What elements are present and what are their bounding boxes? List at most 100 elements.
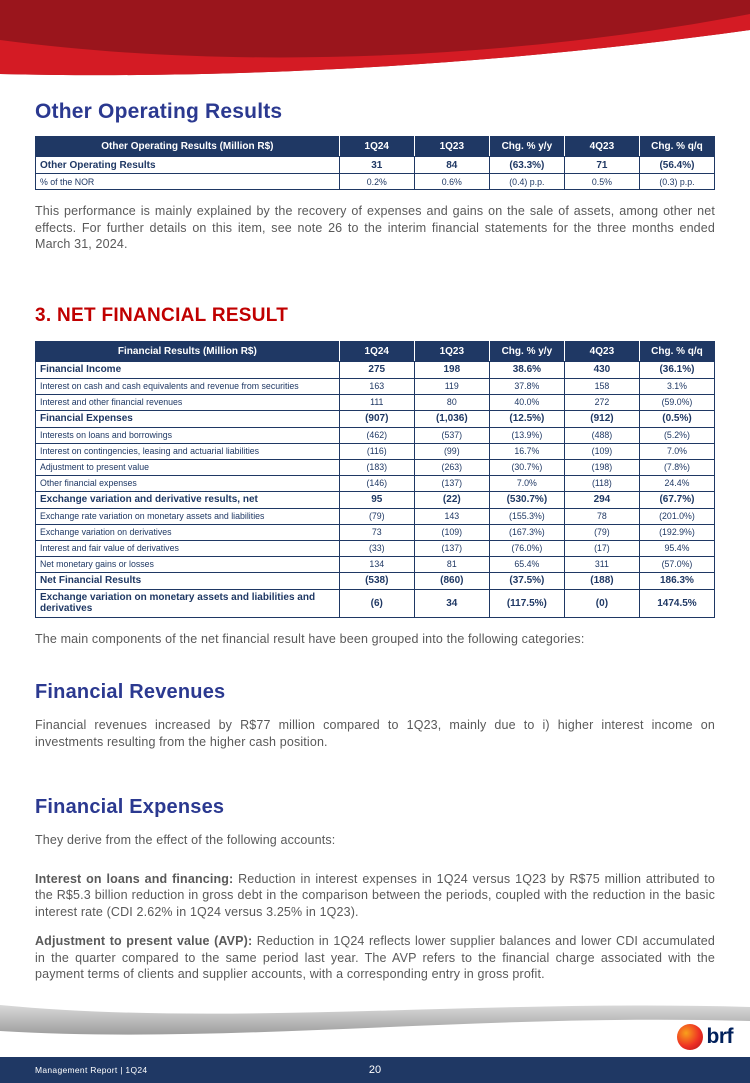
cell-value: (1,036)	[413, 409, 490, 428]
cell-value: (67.7%)	[638, 490, 716, 509]
section-heading-financial-revenues: Financial Revenues	[35, 681, 226, 703]
cell-value: 95	[338, 490, 415, 509]
cell-value: 294	[563, 490, 640, 509]
paragraph-text-interest-on-loans: Reduction in interest expenses in 1Q24 v…	[35, 871, 715, 919]
cell-value: (63.3%)	[488, 156, 565, 174]
footer-bar: Management Report | 1Q24 20	[0, 1057, 750, 1083]
cell-value: (76.0%)	[488, 539, 565, 557]
section-heading-financial-expenses: Financial Expenses	[35, 796, 225, 818]
section-heading-net-financial-result: 3. NET FINANCIAL RESULT	[35, 304, 289, 326]
column-header: 1Q23	[413, 340, 490, 362]
paragraph-main-components: The main components of the net financial…	[35, 631, 585, 646]
cell-value: (167.3%)	[488, 523, 565, 541]
table-row: Financial Income 275 198 38.6% 430 (36.1%)	[35, 360, 716, 379]
row-label: Net Financial Results	[35, 571, 340, 590]
cell-value: (13.9%)	[488, 426, 565, 444]
cell-value: (198)	[563, 458, 640, 476]
paragraph-interest-on-loans: Interest on loans and financing: Reducti…	[35, 871, 715, 921]
cell-value: 143	[413, 507, 490, 525]
cell-value: (116)	[338, 442, 415, 460]
paragraph-avp: Adjustment to present value (AVP): Reduc…	[35, 933, 715, 983]
cell-value: (912)	[563, 409, 640, 428]
cell-value: 31	[338, 156, 415, 174]
cell-value: 0.2%	[338, 173, 415, 190]
cell-value: (155.3%)	[488, 507, 565, 525]
cell-value: 65.4%	[488, 555, 565, 573]
cell-value: 111	[338, 393, 415, 411]
cell-value: 163	[338, 377, 415, 395]
row-label: Adjustment to present value	[35, 458, 340, 476]
cell-value: (146)	[338, 474, 415, 492]
cell-value: 430	[563, 360, 640, 379]
cell-value: (56.4%)	[638, 156, 716, 174]
column-header: 4Q23	[563, 340, 640, 362]
table-row: Net Financial Results (538) (860) (37.5%) (1…	[35, 571, 716, 590]
cell-value: 272	[563, 393, 640, 411]
cell-value: 37.8%	[488, 377, 565, 395]
cell-value: (488)	[563, 426, 640, 444]
column-header: Financial Results (Million R$)	[35, 340, 340, 362]
row-label: Financial Expenses	[35, 409, 340, 428]
cell-value: 0.6%	[413, 173, 490, 190]
cell-value: (860)	[413, 571, 490, 590]
table-row: Interest and fair value of derivatives (3…	[35, 539, 716, 557]
cell-value: (79)	[563, 523, 640, 541]
cell-value: (530.7%)	[488, 490, 565, 509]
cell-value: (17)	[563, 539, 640, 557]
row-label: Interests on loans and borrowings	[35, 426, 340, 444]
cell-value: 186.3%	[638, 571, 716, 590]
cell-value: 78	[563, 507, 640, 525]
paragraph-other-operating: This performance is mainly explained by …	[35, 204, 715, 251]
paragraph-financial-revenues: Financial revenues increased by R$77 mil…	[35, 718, 715, 749]
row-label: % of the NOR	[35, 173, 340, 190]
cell-value: (22)	[413, 490, 490, 509]
cell-value: 73	[338, 523, 415, 541]
cell-value: (117.5%)	[488, 588, 565, 618]
column-header: 1Q24	[338, 340, 415, 362]
brf-logo-sphere-icon	[676, 1024, 703, 1050]
row-label: Other financial expenses	[35, 474, 340, 492]
row-label: Interest and fair value of derivatives	[35, 539, 340, 557]
header-banner	[0, 0, 750, 76]
cell-value: (109)	[413, 523, 490, 541]
cell-value: (99)	[413, 442, 490, 460]
row-label: Exchange variation and derivative result…	[35, 490, 340, 509]
cell-value: (36.1%)	[638, 360, 716, 379]
cell-value: (137)	[413, 474, 490, 492]
row-label: Financial Income	[35, 360, 340, 379]
row-label: Other Operating Results	[35, 156, 340, 174]
cell-value: (201.0%)	[638, 507, 716, 525]
column-header: Chg. % q/q	[638, 136, 716, 157]
table-row: Other Operating Results 31 84 (63.3%) 71 (56.…	[35, 156, 716, 174]
table-header-row: Financial Results (Million R$) 1Q24 1Q23 Ch…	[35, 340, 716, 362]
column-header: Chg. % y/y	[488, 136, 565, 157]
column-header: Other Operating Results (Million R$)	[35, 136, 340, 157]
cell-value: (79)	[338, 507, 415, 525]
table-row: Other financial expenses (146) (137) 7.0% (1…	[35, 474, 716, 492]
cell-value: (5.2%)	[638, 426, 716, 444]
cell-value: 71	[563, 156, 640, 174]
paragraph-financial-expenses-intro: They derive from the effect of the follo…	[35, 833, 336, 847]
cell-value: (263)	[413, 458, 490, 476]
column-header: Chg. % y/y	[488, 340, 565, 362]
cell-value: 80	[413, 393, 490, 411]
cell-value: 7.0%	[638, 442, 716, 460]
cell-value: (109)	[563, 442, 640, 460]
cell-value: 34	[413, 588, 490, 618]
table-row: Exchange rate variation on monetary asse…	[35, 507, 716, 525]
cell-value: (0)	[563, 588, 640, 618]
cell-value: (137)	[413, 539, 490, 557]
page-content: Other Operating Results Other Operating …	[35, 100, 716, 983]
cell-value: 134	[338, 555, 415, 573]
cell-value: (537)	[413, 426, 490, 444]
table-row: Exchange variation and derivative result…	[35, 490, 716, 509]
row-label: Exchange variation on monetary assets an…	[35, 588, 340, 618]
cell-value: 0.5%	[563, 173, 640, 190]
brf-logo: brf	[673, 1023, 736, 1051]
table-row: Exchange variation on monetary assets an…	[35, 588, 716, 618]
table-header-row: Other Operating Results (Million R$) 1Q24…	[35, 136, 716, 157]
paragraph-lead-interest-on-loans: Interest on loans and financing:	[35, 871, 234, 886]
cell-value: (188)	[563, 571, 640, 590]
table-row: Exchange variation on derivatives 73 (109)…	[35, 523, 716, 541]
cell-value: (7.8%)	[638, 458, 716, 476]
